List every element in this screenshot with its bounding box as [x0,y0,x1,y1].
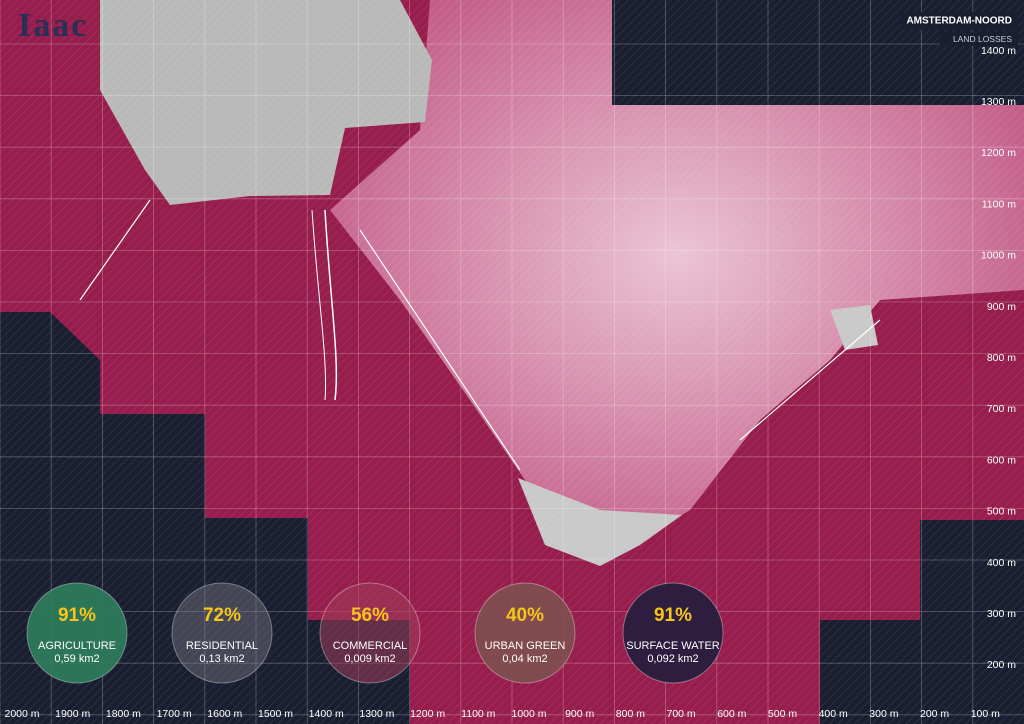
title: AMSTERDAM-NOORD [906,16,1012,27]
scale-labels: 1400 m 1300 m 1200 m 1100 m 1000 m 900 m 800 m… [4,45,1016,720]
vertical-scale-label: 1100 m [982,198,1016,210]
vertical-scale-label: 200 m [987,659,1016,671]
stat-disc [474,582,576,684]
vertical-scale-label: 700 m [987,403,1016,415]
stat-label: AGRICULTURE [38,640,116,652]
stat-percent: 56% [351,605,389,626]
horizontal-scale-label: 1700 m [157,708,192,720]
stat-percent: 91% [58,605,96,626]
stat-disc [26,582,128,684]
title-box [900,12,1018,30]
subtitle-box [940,32,1018,46]
horizontal-scale-label: 1100 m [461,708,495,720]
horizontal-scale-label: 1800 m [106,708,141,720]
stat-label: COMMERCIAL [333,640,408,652]
stat-label: RESIDENTIAL [186,640,258,652]
stat-area: 0,04 km2 [502,653,547,665]
vertical-scale-label: 500 m [987,506,1016,518]
stat-percent: 40% [506,605,544,626]
vertical-scale-label: 1400 m [981,45,1016,57]
vertical-scale-label: 800 m [987,352,1016,364]
horizontal-scale-label: 1400 m [309,708,344,720]
horizontal-scale-label: 1500 m [258,708,293,720]
horizontal-scale-label: 1600 m [207,708,242,720]
stat-label: SURFACE WATER [626,640,720,652]
stat-disc [171,582,273,684]
horizontal-scale-label: 400 m [819,708,848,720]
stat-area: 0,13 km2 [199,653,244,665]
stat-percent: 91% [654,605,692,626]
vertical-scale-label: 300 m [987,608,1016,620]
vertical-scale-label: 400 m [987,557,1016,569]
stat-area: 0,009 km2 [344,653,395,665]
vertical-scale-label: 600 m [987,454,1016,466]
horizontal-scale-label: 1000 m [511,708,546,720]
vertical-scale-label: 900 m [987,301,1016,313]
stat-area: 0,092 km2 [647,653,698,665]
horizontal-scale-label: 1200 m [410,708,445,720]
horizontal-scale-label: 900 m [565,708,594,720]
stat-disc [319,582,421,684]
stat-label: URBAN GREEN [485,640,566,652]
horizontal-scale-label: 1900 m [55,708,90,720]
horizontal-scale-label: 600 m [717,708,746,720]
subtitle: LAND LOSSES [953,34,1012,44]
horizontal-scale-label: 100 m [971,708,1000,720]
vertical-scale-label: 1000 m [981,250,1016,262]
stat-disc [622,582,724,684]
stat-area: 0,59 km2 [54,653,99,665]
horizontal-scale-label: 700 m [667,708,696,720]
vertical-scale-label: 1300 m [981,96,1016,108]
stat-percent: 72% [203,605,241,626]
logo: Iaac [18,7,88,44]
horizontal-scale-label: 500 m [768,708,797,720]
horizontal-scale-label: 2000 m [4,708,39,720]
horizontal-scale-label: 800 m [616,708,645,720]
horizontal-scale-label: 300 m [869,708,898,720]
vertical-scale-label: 1200 m [981,147,1016,159]
horizontal-scale-label: 1300 m [359,708,394,720]
horizontal-scale-label: 200 m [920,708,949,720]
